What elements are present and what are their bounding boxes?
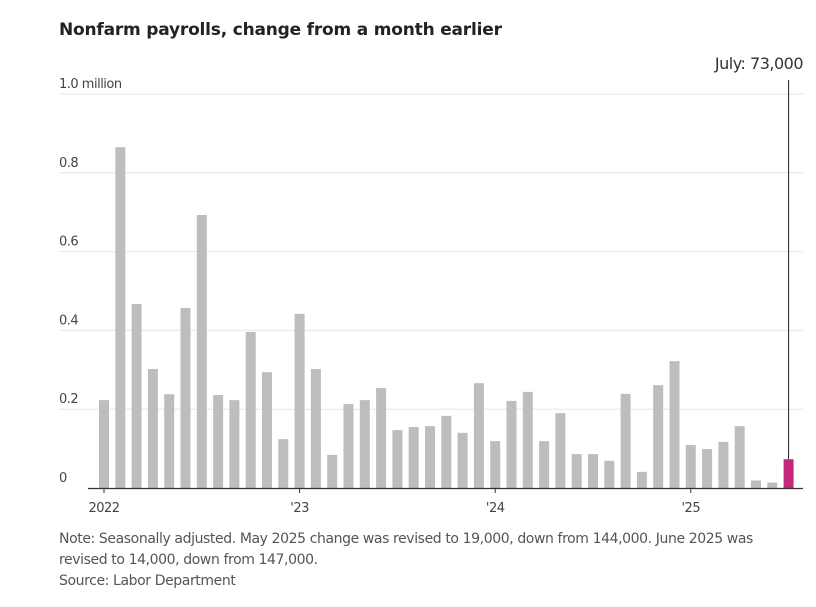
bar (506, 400, 517, 488)
bar (310, 369, 321, 488)
x-axis: 2022 '23 '24 '25 (88, 487, 803, 516)
bar (588, 454, 598, 488)
y-tick-label: 0.6 (59, 235, 78, 250)
y-tick-label: 0.2 (59, 392, 78, 407)
bar (327, 454, 338, 488)
bar (604, 460, 615, 488)
bar (571, 454, 582, 488)
bar (392, 430, 403, 488)
y-tick-label: 0.8 (59, 156, 78, 171)
bar (376, 387, 387, 488)
y-tick-label: 0.4 (59, 313, 78, 328)
bar (636, 471, 647, 488)
bar (702, 448, 713, 488)
bar (180, 307, 191, 488)
bar (131, 304, 142, 488)
bar (669, 361, 680, 488)
bar (425, 426, 435, 488)
x-tick-label: '25 (681, 501, 700, 516)
bar (718, 441, 729, 488)
y-tick-label: 1.0 million (59, 77, 122, 92)
x-tick-label: '24 (486, 501, 505, 516)
bar (147, 369, 158, 488)
bar (115, 147, 126, 488)
bar (245, 331, 256, 488)
bar (229, 400, 240, 488)
bar (457, 432, 468, 488)
y-tick-label: 0 (59, 471, 67, 486)
bar (653, 385, 664, 488)
bar (620, 393, 631, 488)
bar-highlight (783, 459, 794, 488)
annotation-label: July: 73,000 (714, 54, 803, 73)
x-tick-label: 2022 (88, 501, 119, 516)
bar (99, 400, 109, 488)
chart-title: Nonfarm payrolls, change from a month ea… (59, 20, 502, 40)
bar (343, 404, 354, 488)
bar (441, 415, 452, 488)
bar (522, 391, 533, 488)
bar (164, 394, 175, 488)
bar (278, 439, 289, 488)
bar (196, 214, 207, 488)
bar (262, 372, 272, 488)
chart-notes: Note: Seasonally adjusted. May 2025 chan… (59, 529, 799, 592)
note-line-2: revised to 14,000, down from 147,000. (59, 552, 318, 568)
bar (408, 426, 419, 488)
bar (555, 413, 566, 488)
bar (539, 441, 550, 488)
bars (99, 147, 794, 488)
source-line: Source: Labor Department (59, 573, 236, 589)
bar (767, 482, 778, 488)
note-line-1: Note: Seasonally adjusted. May 2025 chan… (59, 531, 753, 547)
bar (751, 480, 761, 488)
bar (294, 313, 305, 488)
bar (685, 445, 696, 488)
y-axis-labels: 0 0.2 0.4 0.6 0.8 1.0 million (59, 77, 122, 486)
bar (473, 383, 484, 488)
bar (359, 400, 370, 488)
bar (734, 426, 745, 488)
bar (490, 441, 501, 488)
bar (213, 395, 224, 488)
gridlines (59, 93, 803, 410)
x-tick-label: '23 (290, 501, 309, 516)
annotation: July: 73,000 (714, 54, 804, 460)
